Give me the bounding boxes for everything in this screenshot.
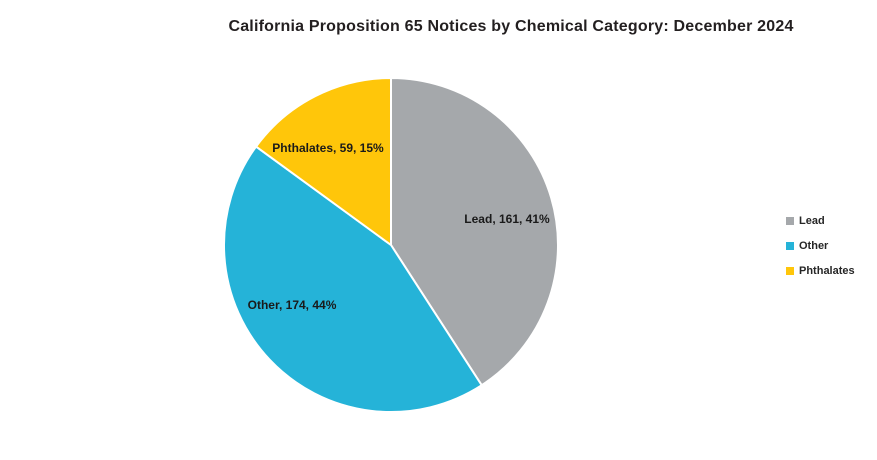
legend-swatch-phthalates-icon: [786, 266, 794, 275]
legend-item-lead: Lead: [786, 214, 855, 227]
legend-label-phthalates: Phthalates: [799, 264, 855, 277]
legend-label-lead: Lead: [799, 214, 825, 227]
chart-title: California Proposition 65 Notices by Che…: [228, 18, 794, 35]
legend-item-other: Other: [786, 239, 855, 252]
legend-swatch-lead-icon: [786, 216, 794, 225]
slice-label-other: Other, 174, 44%: [247, 298, 337, 312]
legend-item-phthalates: Phthalates: [786, 264, 855, 277]
slice-label-lead: Lead, 161, 41%: [464, 212, 550, 226]
legend-swatch-other-icon: [786, 241, 794, 250]
pie-slice-other: [222, 145, 483, 414]
legend: Lead Other Phthalates: [786, 214, 855, 277]
slice-label-phthalates: Phthalates, 59, 15%: [272, 141, 384, 155]
pie-slice-phthalates: [255, 77, 392, 246]
legend-label-other: Other: [799, 239, 829, 252]
